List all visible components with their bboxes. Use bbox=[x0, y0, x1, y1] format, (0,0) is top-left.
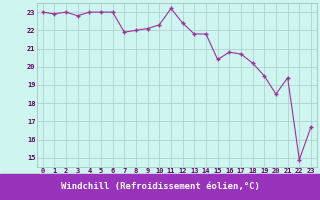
Text: Windchill (Refroidissement éolien,°C): Windchill (Refroidissement éolien,°C) bbox=[60, 182, 260, 192]
